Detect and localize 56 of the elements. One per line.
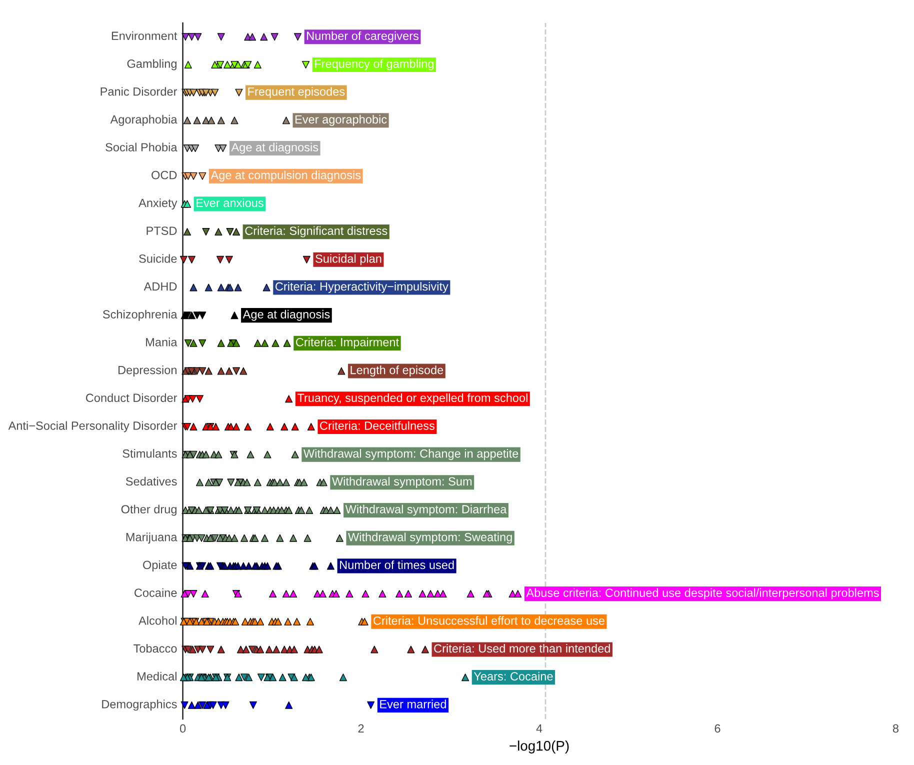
data-label: Abuse criteria: Continued use despite social/interpersonal problems (526, 588, 879, 600)
data-label: Ever married (380, 700, 446, 708)
y-tick-label: Sedatives (126, 476, 177, 486)
data-label: Age at compulsion diagnosis (210, 170, 361, 182)
y-tick-label: Demographics (102, 700, 177, 711)
y-tick-label: Schizophrenia (102, 310, 178, 321)
data-label: Suicidal plan (316, 254, 382, 266)
x-tick-label: 6 (714, 724, 720, 733)
data-label: Years: Cocaine (474, 672, 553, 680)
data-label: Withdrawal symptom: Change in appetite (303, 449, 518, 460)
y-tick-label: Gambling (127, 59, 176, 70)
y-tick-label: Environment (112, 31, 178, 40)
y-tick-label: Stimulants (122, 449, 177, 458)
data-label: Withdrawal symptom: Diarrhea (345, 504, 507, 516)
y-tick-label: Opiate (143, 560, 177, 572)
data-label: Criteria: Hyperactivity−impulsivity (276, 282, 448, 293)
y-tick-label: Agoraphobia (110, 114, 178, 126)
data-label: Criteria: Deceitfulness (320, 421, 435, 430)
y-tick-label: OCD (152, 170, 177, 180)
y-tick-label: Marijuana (126, 532, 178, 544)
x-tick-label: 4 (536, 724, 542, 733)
data-label: Ever agoraphobic (295, 114, 387, 126)
y-tick-label: Alcohol (138, 616, 176, 625)
x-tick-label: 2 (358, 724, 364, 733)
y-tick-label: Anxiety (138, 198, 178, 210)
data-label: Truancy, suspended or expelled from school (297, 393, 528, 404)
data-label: Number of caregivers (307, 31, 419, 42)
x-tick-label: 8 (892, 724, 898, 733)
data-label: Criteria: Impairment (296, 338, 399, 349)
y-tick-label: Medical (138, 672, 176, 680)
y-tick-label: Tobacco (134, 644, 177, 653)
y-tick-label: Suicide (139, 254, 177, 263)
data-label: Age at diagnosis (242, 310, 330, 321)
y-tick-label: Panic Disorder (100, 87, 178, 96)
data-label: Age at diagnosis (231, 142, 318, 154)
data-label: Frequent episodes (248, 87, 345, 98)
y-tick-label: Other drug (121, 504, 176, 516)
y-tick-label: Mania (146, 338, 178, 346)
y-tick-label: Conduct Disorder (86, 393, 178, 402)
data-label: Criteria: Used more than intended (434, 644, 610, 653)
data-label: Length of episode (350, 366, 444, 377)
x-axis-title: −log10(P) (510, 740, 569, 754)
data-label: Criteria: Unsuccessful effort to decrease use (374, 616, 604, 625)
data-label: Withdrawal symptom: Sweating (348, 532, 512, 544)
x-tick-label: 0 (180, 724, 186, 733)
y-tick-label: Cocaine (134, 588, 177, 597)
data-label: Ever anxious (196, 198, 264, 208)
y-tick-label: Social Phobia (106, 142, 178, 152)
data-label: Withdrawal symptom: Sum (332, 476, 472, 488)
data-label: Criteria: Significant distress (245, 226, 388, 238)
y-tick-label: Depression (118, 366, 176, 377)
y-tick-label: PTSD (146, 226, 177, 235)
data-label: Frequency of gambling (315, 59, 434, 70)
y-tick-label: Anti−Social Personality Disorder (8, 421, 178, 432)
data-label: Number of times used (340, 560, 454, 570)
y-tick-label: ADHD (144, 282, 177, 291)
